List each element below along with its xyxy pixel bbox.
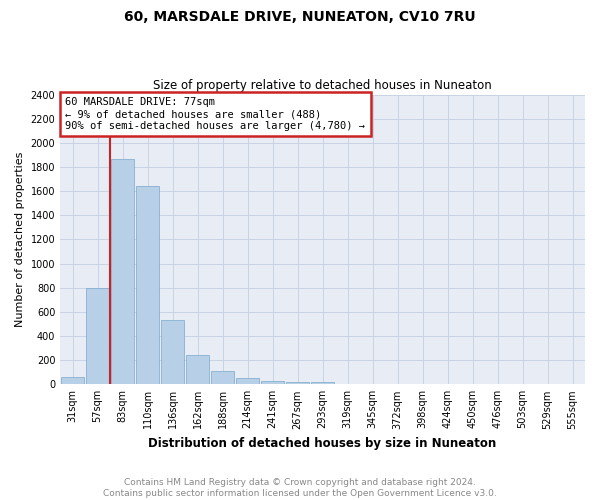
Text: Contains HM Land Registry data © Crown copyright and database right 2024.
Contai: Contains HM Land Registry data © Crown c… bbox=[103, 478, 497, 498]
Bar bbox=[286, 382, 309, 384]
Bar bbox=[161, 320, 184, 384]
X-axis label: Distribution of detached houses by size in Nuneaton: Distribution of detached houses by size … bbox=[148, 437, 497, 450]
Bar bbox=[187, 356, 209, 384]
Bar bbox=[112, 158, 134, 384]
Bar bbox=[136, 186, 159, 384]
Bar bbox=[86, 288, 109, 384]
Text: 60, MARSDALE DRIVE, NUNEATON, CV10 7RU: 60, MARSDALE DRIVE, NUNEATON, CV10 7RU bbox=[124, 10, 476, 24]
Title: Size of property relative to detached houses in Nuneaton: Size of property relative to detached ho… bbox=[153, 79, 492, 92]
Bar bbox=[311, 382, 334, 384]
Bar bbox=[61, 377, 84, 384]
Text: 60 MARSDALE DRIVE: 77sqm
← 9% of detached houses are smaller (488)
90% of semi-d: 60 MARSDALE DRIVE: 77sqm ← 9% of detache… bbox=[65, 98, 365, 130]
Y-axis label: Number of detached properties: Number of detached properties bbox=[15, 152, 25, 327]
Bar bbox=[236, 378, 259, 384]
Bar bbox=[211, 371, 234, 384]
Bar bbox=[262, 380, 284, 384]
